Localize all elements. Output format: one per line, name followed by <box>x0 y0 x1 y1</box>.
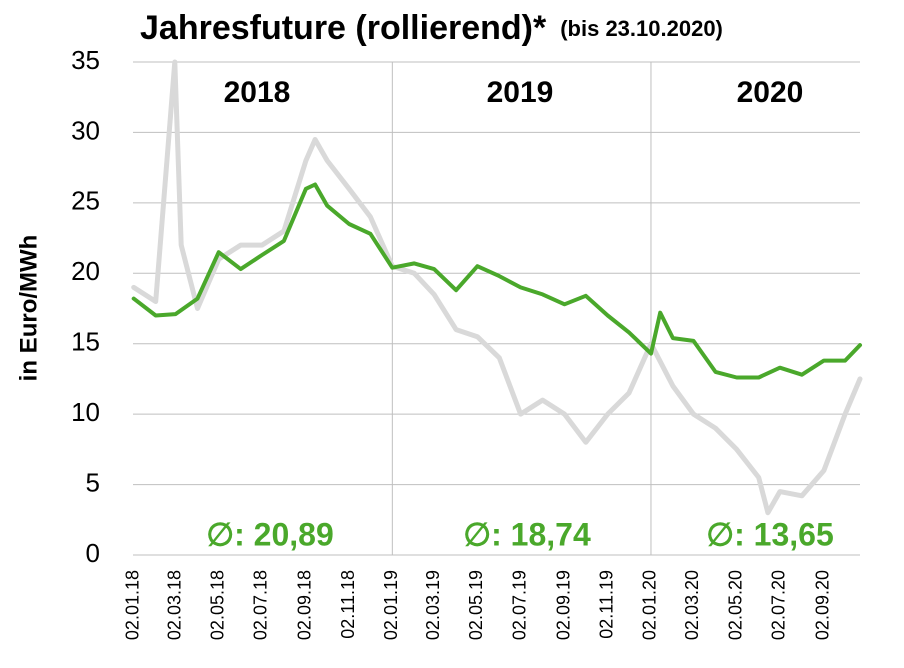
y-tick-label: 0 <box>86 538 100 568</box>
average-label: ∅: 13,65 <box>706 516 834 552</box>
x-tick-label: 02.07.18 <box>251 570 271 640</box>
series-line <box>131 59 863 516</box>
x-tick-label: 02.05.20 <box>725 570 745 640</box>
y-tick-label: 35 <box>71 45 100 75</box>
x-tick-label: 02.01.20 <box>640 570 660 640</box>
y-tick-label: 25 <box>71 186 100 216</box>
subtitle: (bis 23.10.2020) <box>560 16 723 41</box>
x-tick-label: 02.11.19 <box>596 570 616 639</box>
average-label: ∅: 20,89 <box>206 516 334 552</box>
x-tick-label: 02.03.19 <box>423 570 443 640</box>
x-tick-label: 02.01.19 <box>381 570 401 640</box>
x-tick-label: 02.03.20 <box>682 570 702 640</box>
y-tick-label: 15 <box>71 327 100 357</box>
x-tick-label: 02.07.19 <box>509 570 529 640</box>
x-tick-label: 02.05.18 <box>207 570 227 640</box>
year-label: 2019 <box>487 76 554 109</box>
y-tick-label: 20 <box>71 256 100 286</box>
x-tick-label: 02.01.18 <box>122 570 142 640</box>
x-tick-label: 02.09.20 <box>813 570 833 640</box>
chart-title: Jahresfuture (rollierend)* (bis 23.10.202… <box>140 9 723 47</box>
y-tick-label: 30 <box>71 115 100 145</box>
average-label: ∅: 18,74 <box>463 516 591 552</box>
y-axis-label: in Euro/MWh <box>15 235 42 382</box>
y-tick-label: 5 <box>86 467 100 497</box>
series-line <box>131 182 862 380</box>
year-label: 2020 <box>737 76 804 109</box>
x-tick-label: 02.05.19 <box>466 570 486 640</box>
x-tick-label: 02.07.20 <box>769 570 789 640</box>
x-tick-label: 02.11.18 <box>338 570 358 639</box>
year-label: 2018 <box>224 76 291 109</box>
x-tick-label: 02.09.19 <box>553 570 573 640</box>
x-tick-label: 02.03.18 <box>164 570 184 640</box>
y-tick-label: 10 <box>71 397 100 427</box>
title: Jahresfuture (rollierend)* <box>140 9 547 47</box>
x-tick-label: 02.09.18 <box>295 570 315 640</box>
